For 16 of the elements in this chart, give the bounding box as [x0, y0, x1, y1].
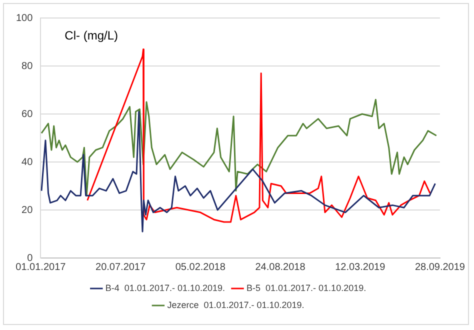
legend-label: B-5 01.01.2017.- 01.10.2019.	[246, 282, 366, 293]
x-tick-label: 05.02.2018	[175, 262, 226, 273]
x-tick-label: 28.09.2019	[414, 262, 466, 273]
x-tick-label: 24.08.2018	[255, 262, 306, 273]
y-tick-label: 60	[22, 108, 34, 120]
legend-label: B-4 01.01.2017.- 01.10.2019.	[105, 282, 225, 293]
y-axis-title: Cl- (mg/L)	[64, 28, 118, 42]
y-tick-label: 40	[22, 156, 34, 168]
x-tick-label: 20.07.2017	[96, 262, 146, 273]
y-tick-label: 20	[22, 204, 34, 216]
y-tick-label: 80	[22, 60, 34, 72]
y-tick-label: 100	[16, 12, 34, 24]
x-tick-label: 12.03.2019	[335, 262, 386, 273]
x-tick-label: 01.01.2017	[16, 262, 66, 273]
legend-label: Jezerce 01.01.2017.- 01.10.2019.	[167, 300, 304, 310]
y-tick-label: 0	[27, 252, 34, 264]
